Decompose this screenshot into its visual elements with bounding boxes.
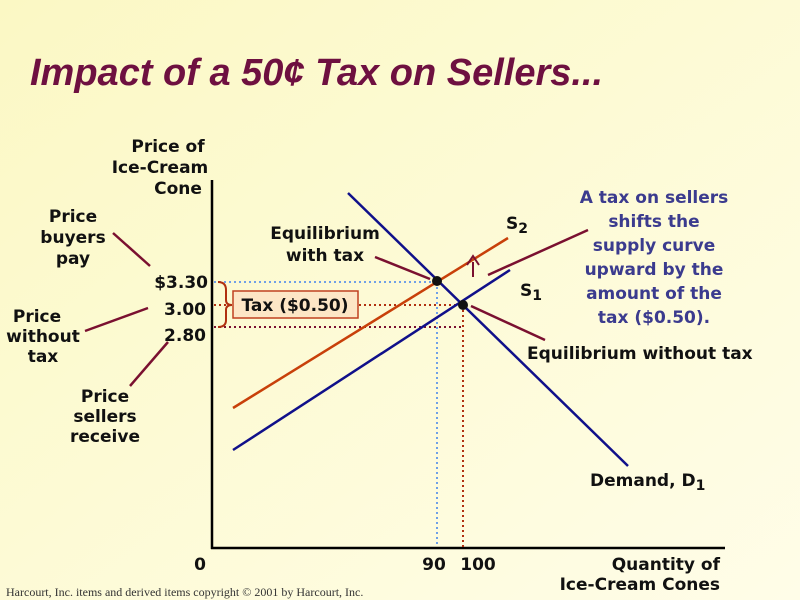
- curve-label: Demand, D1: [590, 471, 705, 494]
- y-axis-label: Price of Ice-Cream Cone: [112, 137, 209, 199]
- annotation: Price without tax: [6, 307, 80, 367]
- note: A tax on sellers shifts the supply curve up…: [580, 188, 729, 328]
- supply-curve: [232, 268, 511, 452]
- curve-label: S1: [520, 281, 542, 304]
- annotation: Price buyers pay: [40, 207, 105, 269]
- annotation: Price sellers receive: [70, 387, 140, 447]
- x-tick-label: 100: [460, 555, 496, 575]
- pointer-line: [470, 304, 546, 342]
- annotation: Equilibrium with tax: [270, 224, 380, 266]
- shift-arrowhead: [466, 254, 480, 266]
- x-tick-label: 90: [422, 555, 446, 575]
- pointer-line: [374, 255, 431, 281]
- pointer-line: [84, 306, 149, 333]
- supply-with-tax-curve: [232, 236, 509, 410]
- origin-label: 0: [194, 555, 206, 575]
- equilibrium-point: [458, 300, 468, 310]
- y-tick-label: 3.00: [164, 300, 206, 320]
- pointer-line: [487, 228, 589, 277]
- footer: Harcourt, Inc. items and derived items c…: [6, 585, 363, 599]
- annotation: Equilibrium without tax: [527, 344, 753, 364]
- equilibrium-point: [432, 276, 442, 286]
- tax-label: Tax ($0.50): [241, 296, 348, 316]
- y-tick-label: $3.30: [154, 273, 208, 293]
- demand-curve: [347, 192, 629, 467]
- pointer-line: [129, 341, 169, 387]
- tax-box: [232, 290, 359, 319]
- pointer-line: [112, 232, 151, 267]
- x-axis-label: Quantity of Ice-Cream Cones: [560, 555, 721, 595]
- curve-label: S2: [506, 214, 528, 237]
- title: Impact of a 50¢ Tax on Sellers...: [30, 52, 603, 94]
- y-tick-label: 2.80: [164, 326, 206, 346]
- tax-brace: [217, 281, 233, 328]
